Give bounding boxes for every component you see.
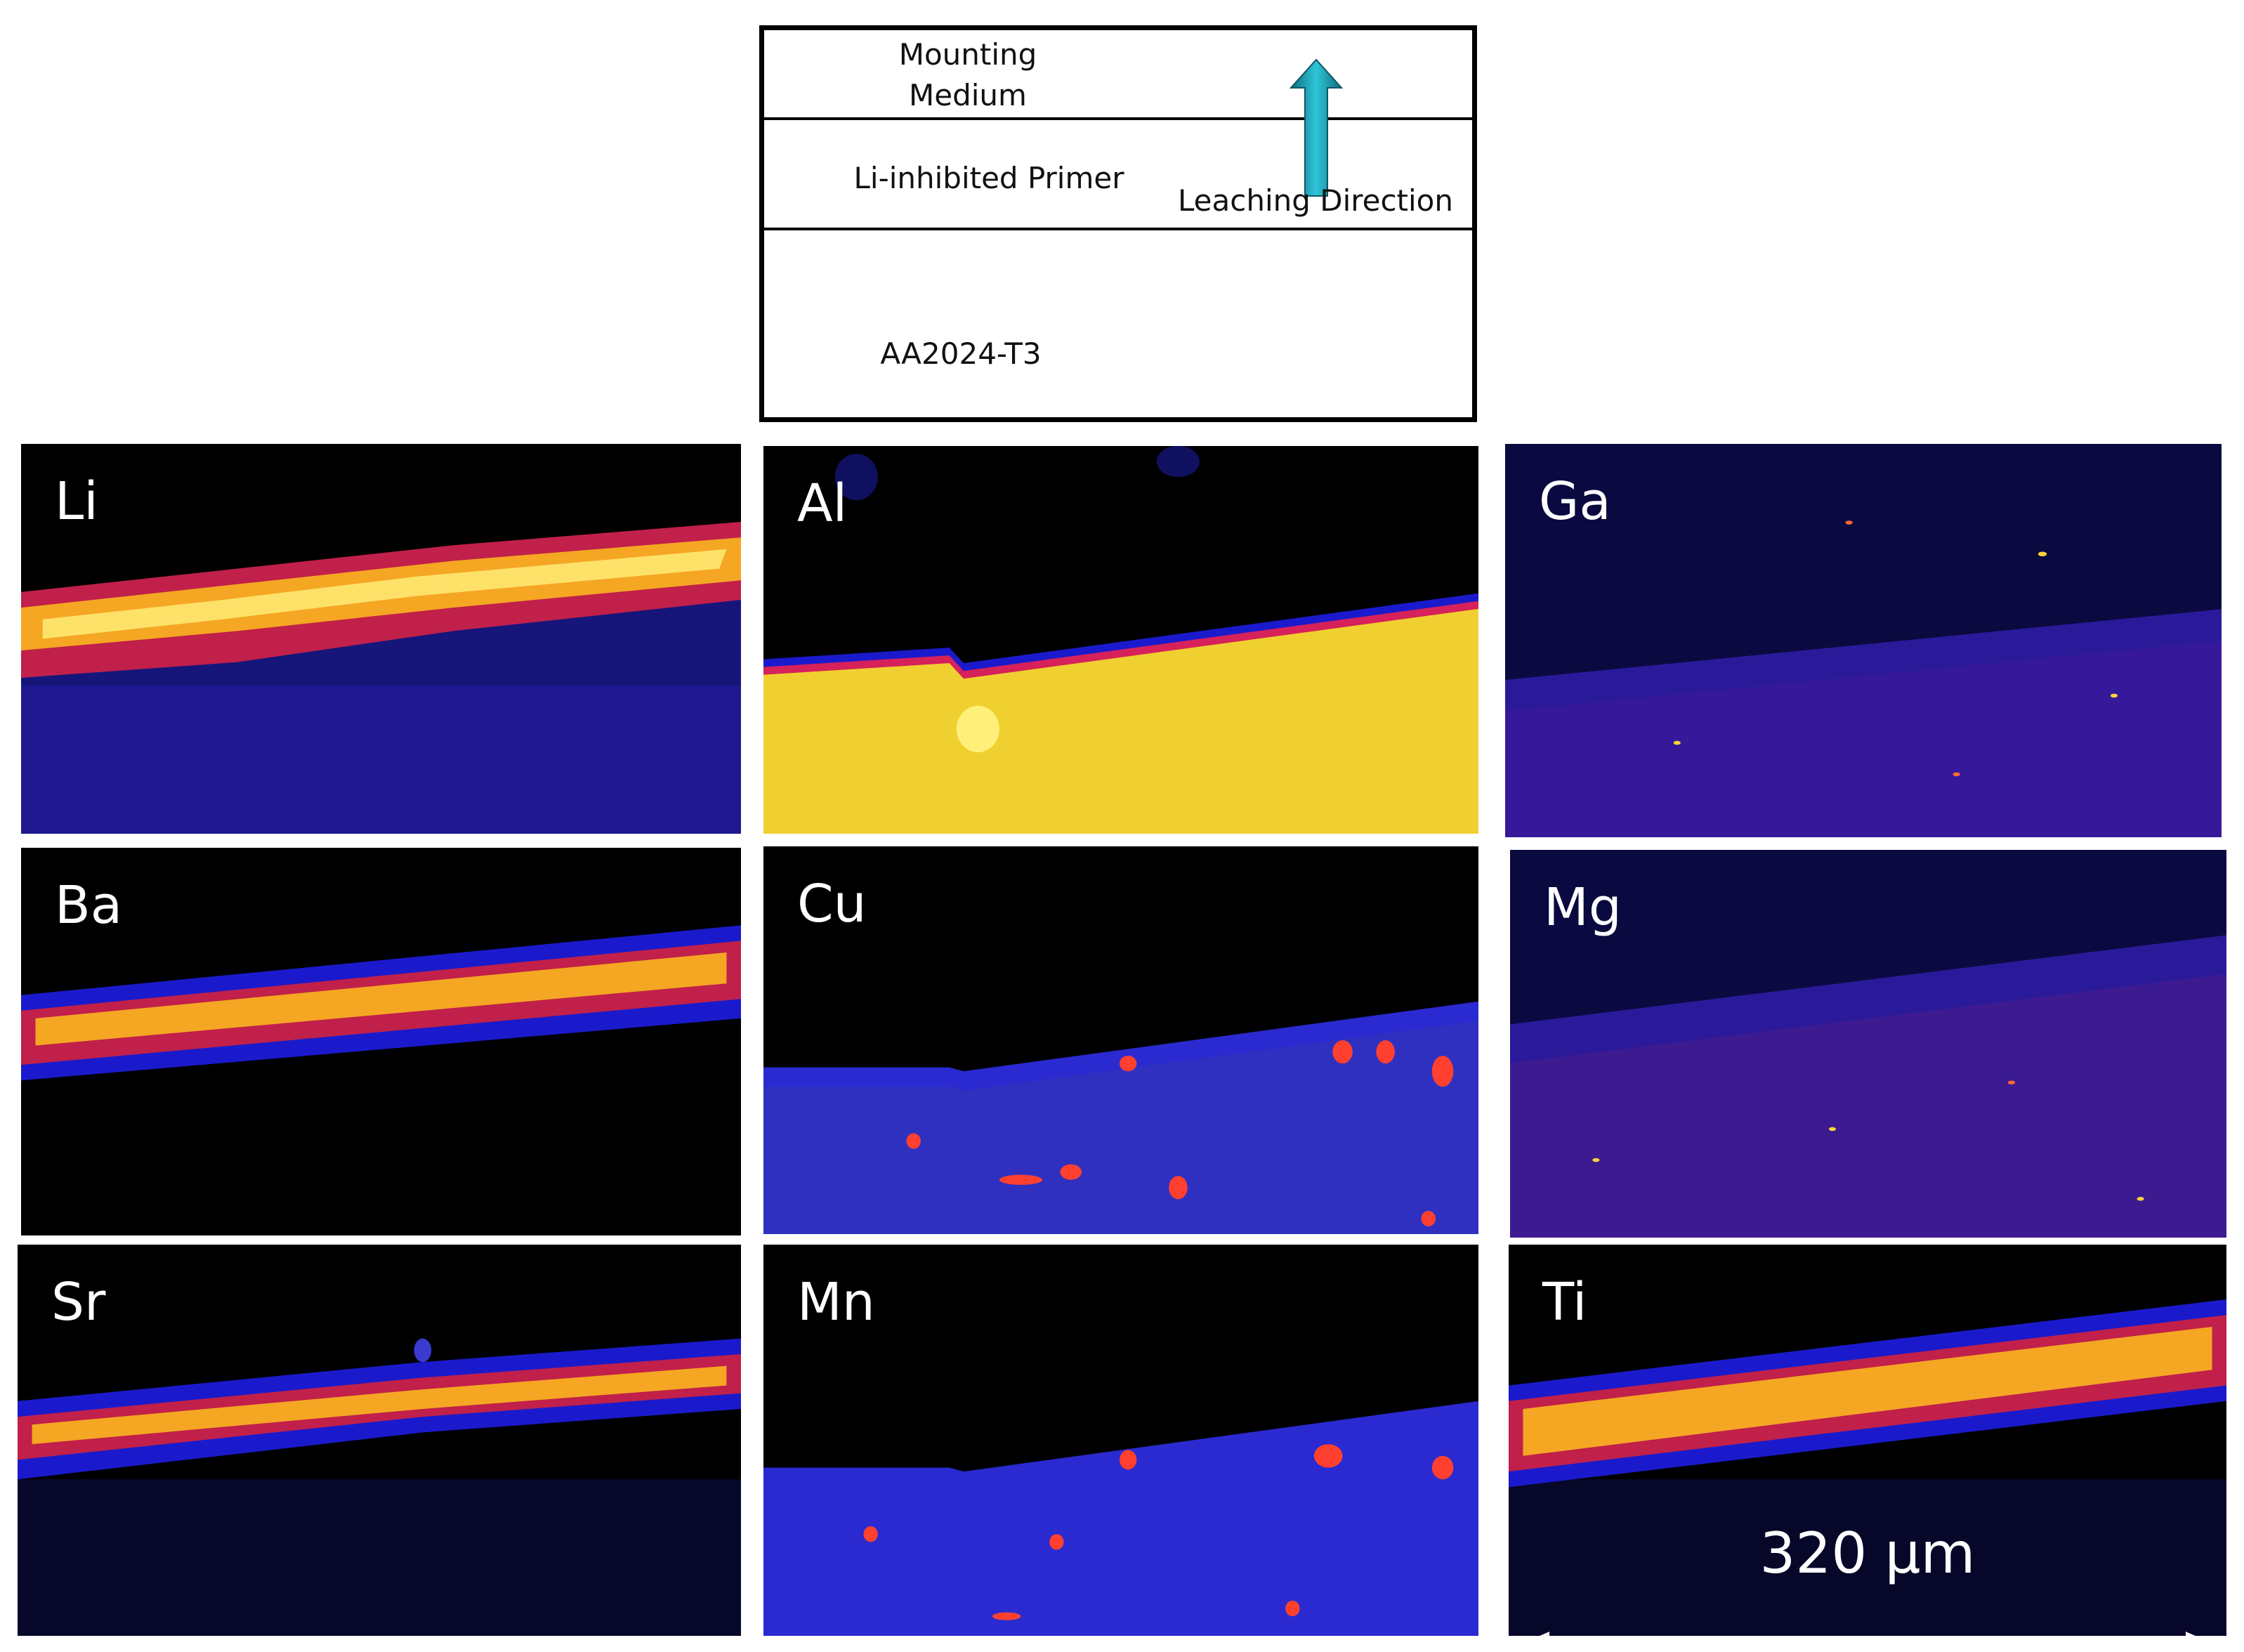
substrate-label: AA2024-T3 — [880, 336, 1042, 371]
leaching-direction-label: Leaching Direction — [1178, 183, 1453, 218]
layer-boundary-bottom — [764, 228, 1472, 230]
map-image — [18, 1245, 741, 1636]
map-image — [763, 446, 1478, 834]
element-label: Cu — [797, 874, 867, 934]
element-label: Ba — [55, 875, 123, 936]
element-label: Mn — [797, 1272, 875, 1332]
element-map-ti: Ti 320 µm — [1509, 1245, 2226, 1636]
element-map-li: Li — [21, 444, 741, 834]
element-label: Al — [797, 473, 848, 534]
primer-layer-label: Li-inhibited Primer — [853, 161, 1124, 195]
double-arrow-icon — [1540, 1632, 2196, 1636]
map-image — [1509, 1245, 2226, 1636]
map-image — [1505, 444, 2222, 837]
cross-section-schematic: Mounting Medium Li-inhibited Primer AA20… — [759, 25, 1477, 422]
element-label: Ga — [1539, 471, 1611, 532]
element-label: Li — [55, 471, 98, 532]
element-label: Mg — [1544, 877, 1622, 938]
element-label: Sr — [51, 1272, 106, 1332]
element-map-mg: Mg — [1510, 850, 2226, 1238]
leaching-arrow-icon — [1289, 58, 1344, 197]
element-map-al: Al — [763, 446, 1478, 834]
element-label: Ti — [1542, 1272, 1587, 1332]
layer-boundary-top — [764, 117, 1472, 120]
element-map-mn: Mn — [763, 1245, 1478, 1636]
element-map-sr: Sr — [18, 1245, 741, 1636]
map-image — [763, 1245, 1478, 1636]
element-map-cu: Cu — [763, 846, 1478, 1234]
element-map-ga: Ga — [1505, 444, 2222, 837]
scale-bar-label: 320 µm — [1759, 1521, 1976, 1586]
mounting-medium-label: Mounting Medium — [898, 37, 1037, 112]
map-image — [21, 444, 741, 834]
map-image — [21, 848, 741, 1235]
element-map-ba: Ba — [21, 848, 741, 1235]
scale-bar: 320 µm — [1518, 1521, 2217, 1636]
map-image — [763, 846, 1478, 1234]
map-image — [1510, 850, 2226, 1238]
